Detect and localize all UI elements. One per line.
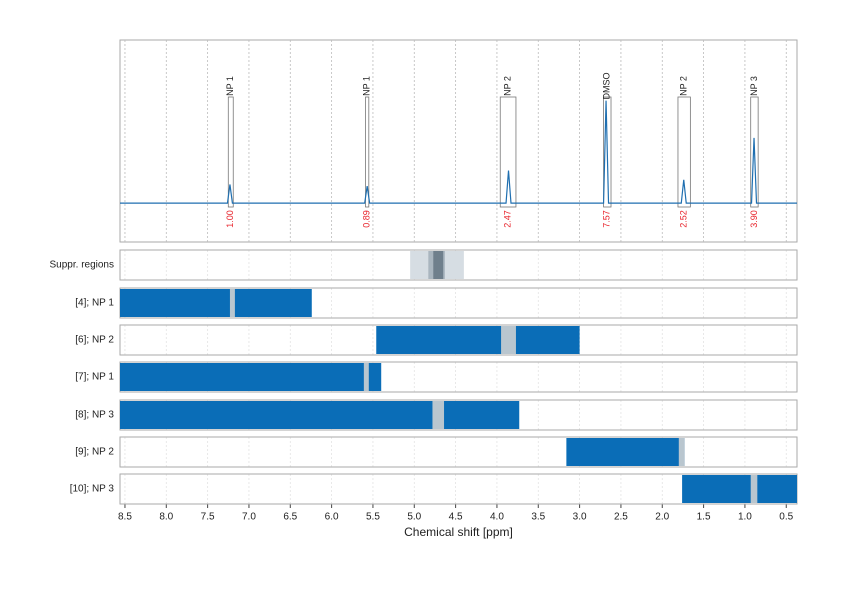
x-tick-label: 2.5	[614, 512, 628, 523]
row-frame	[119, 436, 798, 468]
region-bar	[120, 401, 520, 429]
region-gap	[678, 438, 685, 466]
region-bar	[376, 326, 580, 354]
row-frame	[119, 324, 798, 356]
peak-label: DMSO	[602, 73, 612, 100]
peak-label: NP 3	[749, 76, 759, 96]
peak-box	[750, 96, 759, 208]
region-bar	[120, 289, 312, 317]
x-axis-label: Chemical shift [ppm]	[404, 525, 513, 539]
row-label: [6]; NP 2	[75, 335, 114, 346]
x-tick-label: 6.0	[325, 512, 339, 523]
x-tick-label: 5.0	[407, 512, 421, 523]
peak-label: NP 1	[225, 76, 235, 96]
region-bar	[682, 475, 797, 503]
spectrum-frame	[119, 39, 798, 243]
row-label: [10]; NP 3	[70, 484, 115, 495]
region-bar	[120, 363, 382, 391]
x-tick-label: 4.0	[490, 512, 504, 523]
x-tick-label: 3.5	[531, 512, 545, 523]
x-tick-label: 7.0	[242, 512, 256, 523]
integral-label: 3.90	[749, 210, 759, 228]
region-gap	[432, 401, 445, 429]
integral-label: 1.00	[225, 210, 235, 228]
x-tick-label: 0.5	[779, 512, 793, 523]
peak-box	[365, 96, 370, 208]
peak-label: NP 1	[362, 76, 372, 96]
peak-box	[499, 96, 517, 208]
region-gap	[501, 326, 516, 354]
suppressed-region	[433, 251, 444, 279]
x-tick-label: 3.0	[573, 512, 587, 523]
region-gap	[229, 289, 235, 317]
region-gap	[363, 363, 369, 391]
peak-box	[677, 96, 691, 208]
region-gap	[750, 475, 758, 503]
x-tick-label: 1.5	[697, 512, 711, 523]
row-label: [7]; NP 1	[75, 372, 114, 383]
integral-label: 0.89	[362, 210, 372, 228]
row-label: [8]; NP 3	[75, 410, 114, 421]
spectrum-line	[120, 100, 797, 204]
row-label: [9]; NP 2	[75, 447, 114, 458]
peak-box	[603, 96, 612, 208]
region-bar	[566, 438, 685, 466]
integral-label: 7.57	[602, 210, 612, 228]
peak-box	[227, 96, 234, 208]
x-tick-label: 5.5	[366, 512, 380, 523]
integral-label: 2.47	[502, 210, 512, 228]
peak-label: NP 2	[679, 76, 689, 96]
row-label: Suppr. regions	[50, 260, 115, 271]
row-label: [4]; NP 1	[75, 298, 114, 309]
x-tick-label: 6.5	[283, 512, 297, 523]
peak-label: NP 2	[502, 76, 512, 96]
x-tick-label: 8.0	[159, 512, 173, 523]
x-tick-label: 8.5	[118, 512, 132, 523]
x-tick-label: 1.0	[738, 512, 752, 523]
integral-label: 2.52	[679, 210, 689, 228]
x-tick-label: 4.5	[449, 512, 463, 523]
x-tick-label: 2.0	[655, 512, 669, 523]
x-tick-label: 7.5	[201, 512, 215, 523]
row-frame	[119, 249, 798, 281]
